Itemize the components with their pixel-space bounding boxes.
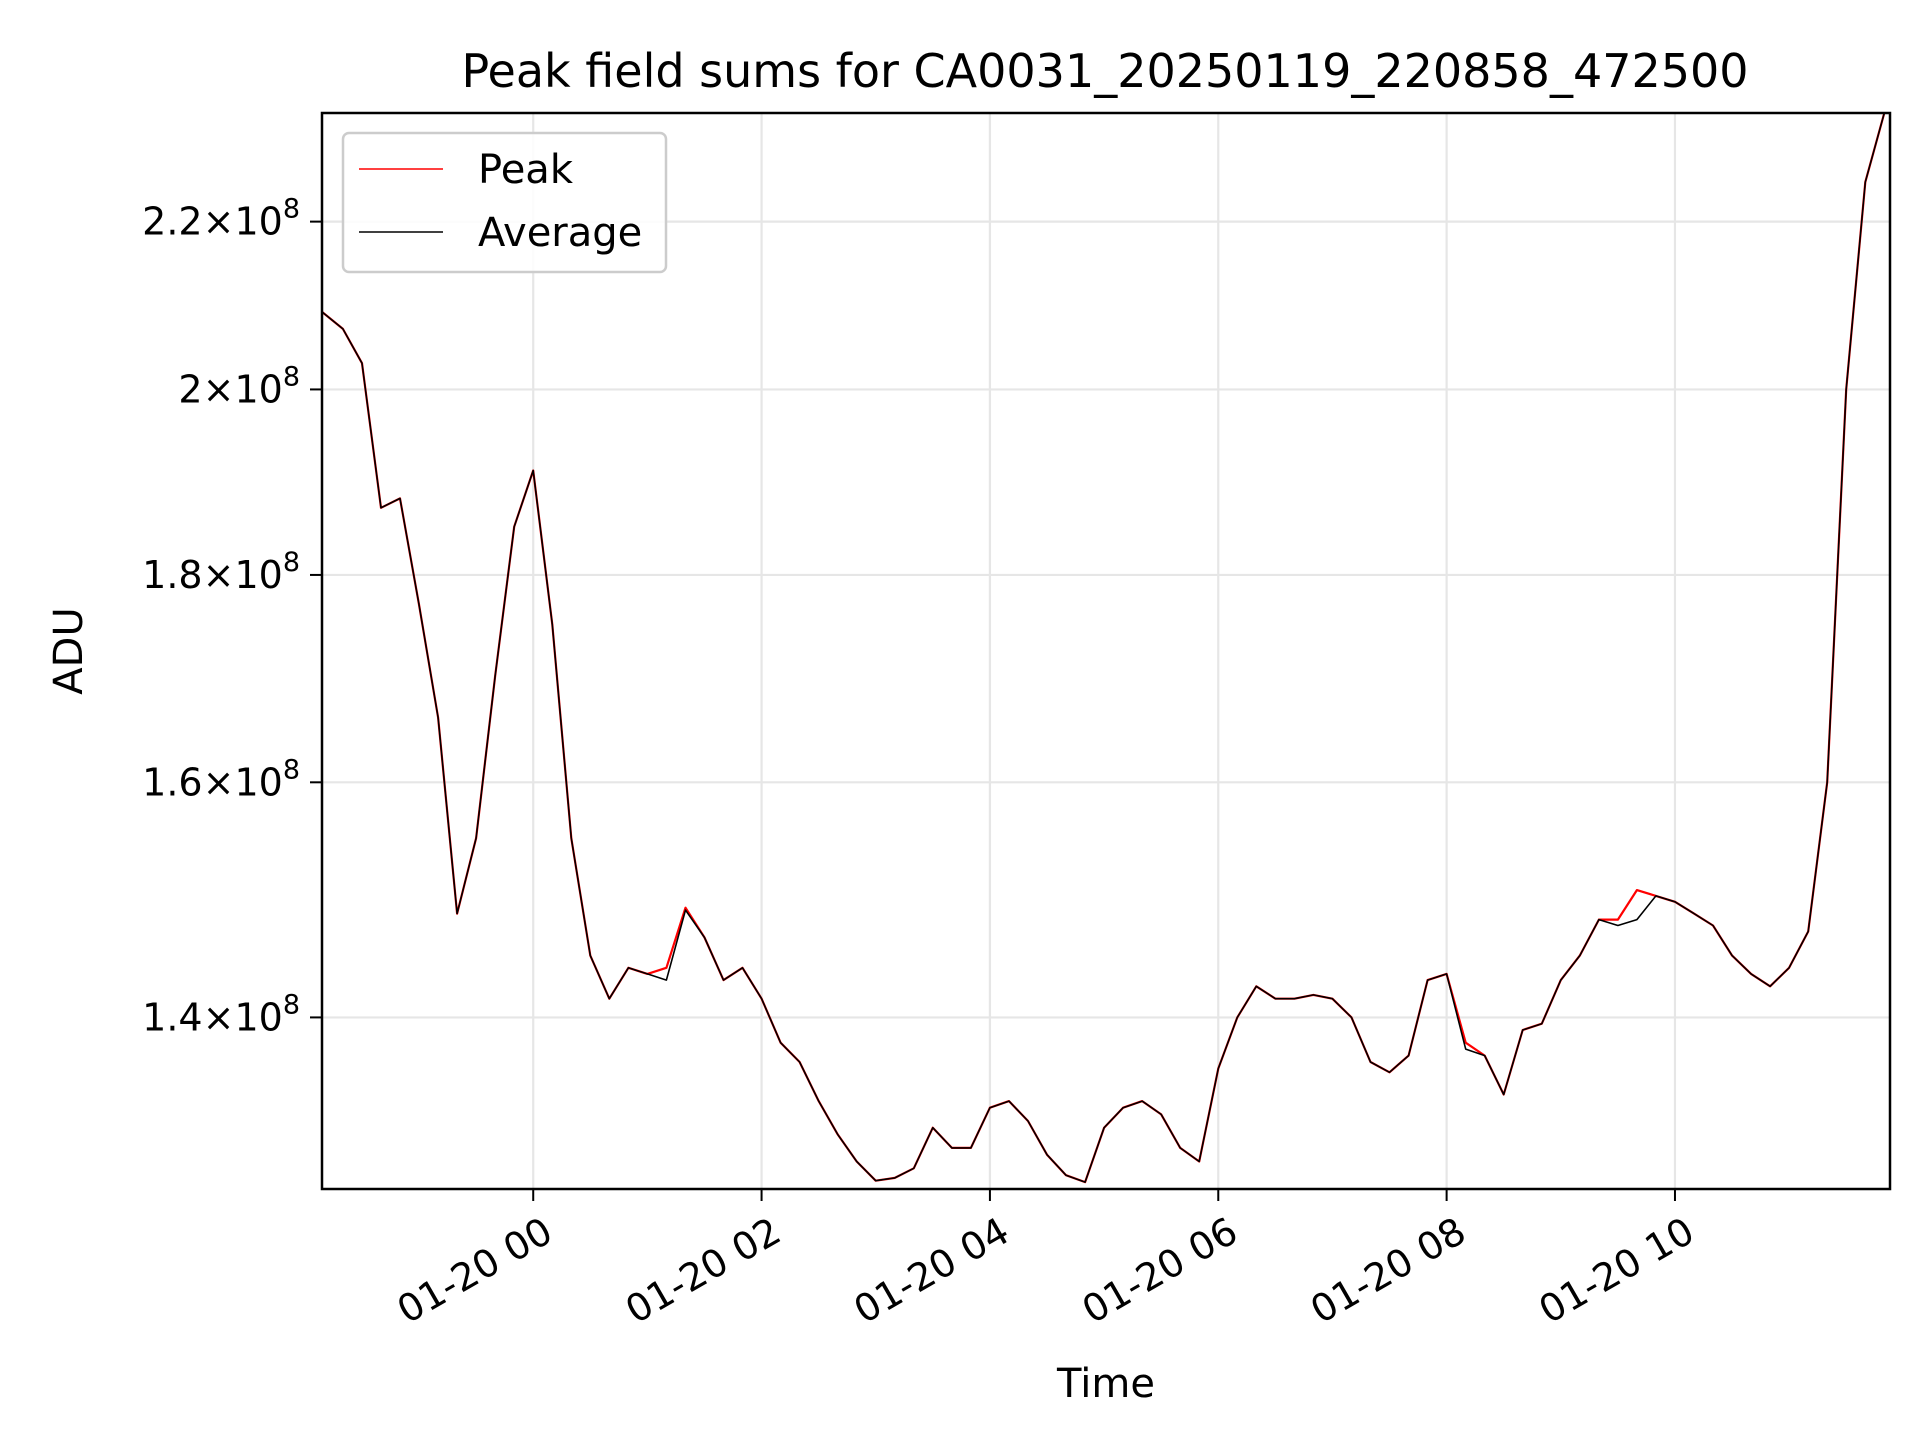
y-tick-mantissa: 1.6: [142, 760, 202, 804]
legend-box: [341, 131, 668, 274]
y-tick-mantissa: 1.8: [142, 553, 202, 597]
y-tick-base: 10: [234, 200, 282, 244]
legend-label-peak: Peak: [478, 147, 574, 193]
legend: Peak Average: [341, 131, 668, 274]
plot-area-frame: [320, 111, 1892, 1191]
series-line-average: [321, 112, 1886, 1183]
y-tick-base: 10: [234, 553, 282, 597]
y-tick-times: ×: [203, 367, 235, 411]
y-tick-base: 10: [234, 760, 282, 804]
y-tick-times: ×: [203, 995, 235, 1039]
y-tick-mantissa: 1.4: [142, 995, 202, 1039]
y-tick-exponent: 8: [283, 754, 300, 785]
y-tick-label: 2.2×108: [142, 194, 300, 244]
x-axis-label: Time: [1056, 1361, 1155, 1407]
y-tick-mantissa: 2.2: [142, 200, 202, 244]
y-axis-label: ADU: [46, 607, 92, 694]
y-tick-exponent: 8: [283, 547, 300, 578]
y-tick-label: 1.4×108: [142, 989, 300, 1039]
plot-lines: [321, 112, 1886, 1184]
y-tick-base: 10: [234, 367, 282, 411]
legend-label-average: Average: [478, 210, 642, 256]
y-tick-exponent: 8: [283, 361, 300, 392]
y-tick-exponent: 8: [283, 194, 300, 225]
y-tick-label: 1.8×108: [142, 547, 300, 597]
y-tick-exponent: 8: [283, 989, 300, 1020]
grid: [322, 113, 1890, 1189]
y-tick-base: 10: [234, 995, 282, 1039]
y-tick-times: ×: [203, 200, 235, 244]
chart-title: Peak field sums for CA0031_20250119_2208…: [461, 44, 1748, 98]
y-tick-times: ×: [203, 553, 235, 597]
y-tick-label: 1.6×108: [142, 754, 300, 804]
y-tick-label: 2×108: [178, 361, 300, 411]
y-tick-mantissa: 2: [178, 367, 202, 411]
y-tick-times: ×: [203, 760, 235, 804]
